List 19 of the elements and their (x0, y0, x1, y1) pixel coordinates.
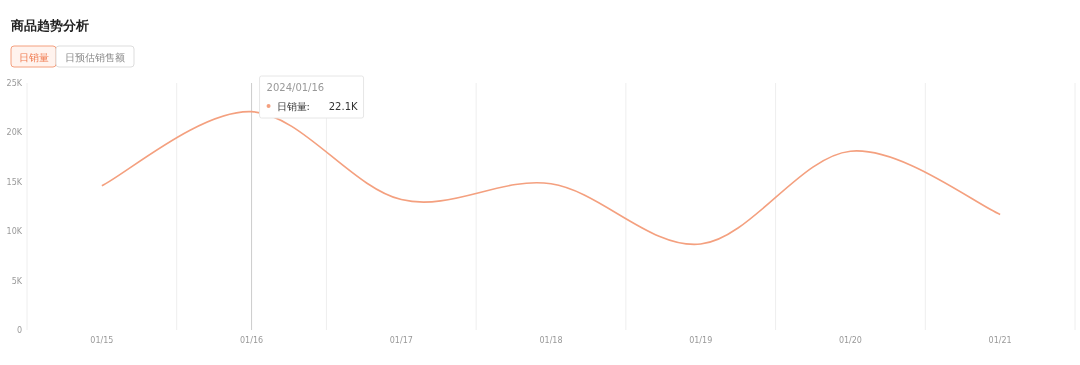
x-tick-label: 01/17 (389, 336, 413, 345)
x-tick-label: 01/20 (838, 336, 862, 345)
x-tick-label: 01/19 (689, 336, 713, 345)
x-tick-label: 01/21 (988, 336, 1012, 345)
y-tick-label: 15K (6, 177, 23, 187)
annotation: 2024/01/16 (266, 82, 325, 93)
annotation: 22.1K (328, 101, 359, 112)
y-tick-label: 10K (6, 227, 23, 237)
y-tick-label: 0 (16, 326, 22, 335)
y-tick-label: 20K (6, 128, 23, 138)
text: 日销量 (18, 52, 49, 63)
annotation: 日销量: (276, 101, 310, 112)
x-tick-label: 01/15 (90, 336, 114, 345)
x-tick-label: 01/16 (240, 336, 264, 345)
chart-title: 商品趋势分析 (10, 18, 89, 33)
x-tick-label: 01/18 (539, 336, 563, 345)
y-tick-label: 25K (6, 79, 23, 88)
text: 日预估销售额 (65, 52, 125, 63)
y-tick-label: 5K (11, 276, 23, 286)
